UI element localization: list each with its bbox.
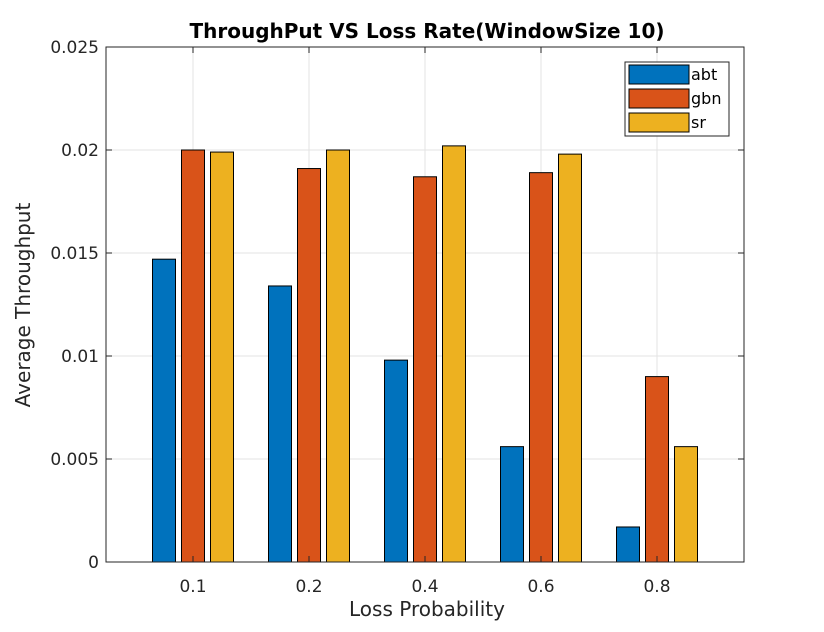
legend: abt gbn sr [624, 61, 730, 137]
y-tick-label: 0.005 [50, 450, 99, 470]
chart-title: ThroughPut VS Loss Rate(WindowSize 10) [189, 19, 664, 43]
bar-abt-0.8 [616, 526, 640, 563]
bar-sr-0.6 [558, 153, 582, 563]
bar-abt-0.6 [500, 446, 524, 563]
bar-sr-0.1 [210, 151, 234, 563]
x-tick-label: 0.4 [411, 577, 438, 597]
bar-sr-0.8 [674, 446, 698, 563]
x-axis-label: Loss Probability [349, 597, 505, 621]
bar-gbn-0.6 [529, 172, 553, 563]
bar-sr-0.2 [326, 149, 350, 563]
y-tick-label: 0.01 [61, 347, 99, 367]
legend-label-sr: sr [691, 113, 706, 132]
x-tick-label: 0.8 [643, 577, 670, 597]
legend-swatch-abt [628, 64, 690, 85]
y-tick-label: 0.02 [61, 141, 99, 161]
ticks: 0 0.005 0.01 0.015 0.02 0.025 0.1 0.2 0.4 0.6 0.8 [50, 38, 744, 597]
legend-swatch-gbn [628, 88, 690, 109]
legend-label-gbn: gbn [691, 89, 721, 108]
bar-gbn-0.4 [413, 176, 437, 563]
bar-abt-0.1 [152, 258, 176, 563]
y-tick-label: 0 [88, 553, 99, 573]
y-tick-label: 0.025 [50, 38, 99, 58]
bar-gbn-0.1 [181, 149, 205, 563]
bar-sr-0.4 [442, 145, 466, 563]
legend-label-abt: abt [691, 65, 717, 84]
bar-abt-0.2 [268, 285, 292, 563]
x-tick-label: 0.1 [179, 577, 206, 597]
x-tick-label: 0.2 [295, 577, 322, 597]
bar-abt-0.4 [384, 359, 408, 563]
legend-swatch-sr [628, 112, 690, 133]
x-tick-label: 0.6 [527, 577, 554, 597]
y-tick-label: 0.015 [50, 244, 99, 264]
bar-gbn-0.2 [297, 168, 321, 563]
y-axis-label: Average Throughput [11, 203, 35, 408]
bar-gbn-0.8 [645, 376, 669, 563]
